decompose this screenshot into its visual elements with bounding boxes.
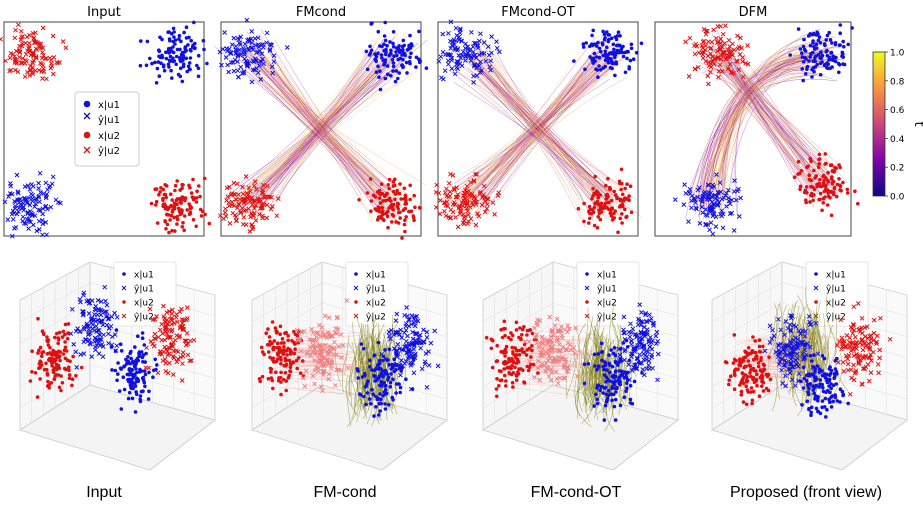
colorbar-label: t bbox=[911, 121, 923, 126]
legend-marker-x-u2 bbox=[83, 131, 91, 139]
panel-title-fmcond: FMcond bbox=[296, 5, 346, 20]
caption-input: Input bbox=[86, 484, 122, 501]
legend-label-3d: ŷ|u2 bbox=[597, 313, 617, 323]
panel-fmcond-2d: FMcond bbox=[213, 5, 429, 240]
legend-label-3d: x|u1 bbox=[366, 271, 386, 281]
legend-marker-y-u2 bbox=[83, 146, 91, 154]
panel-title-dfm: DFM bbox=[739, 5, 768, 20]
legend-label-3d: x|u2 bbox=[826, 299, 846, 309]
legend-label-3d: x|u2 bbox=[134, 299, 154, 309]
panel-title-fmcond-ot: FMcond-OT bbox=[501, 5, 575, 20]
legend-label-3d: ŷ|u1 bbox=[826, 285, 846, 295]
colorbar: 0.0 0.2 0.4 0.6 0.8 1.0 t bbox=[872, 49, 923, 203]
colorbar-tick-label: 0.8 bbox=[890, 77, 905, 87]
legend-label-3d: ŷ|u2 bbox=[134, 313, 154, 323]
panel-proposed-3d: x|u1ŷ|u1x|u2ŷ|u2 bbox=[711, 261, 908, 471]
flow-lines-fmcond-ot bbox=[442, 29, 642, 228]
legend-label-x-u2: x|u2 bbox=[98, 131, 120, 142]
panel-fmcond-ot-2d: FMcond-OT bbox=[433, 5, 644, 237]
legend-label-3d: ŷ|u2 bbox=[366, 313, 386, 323]
legend-label-x-u1: x|u1 bbox=[98, 100, 120, 111]
scatter-points-fmcond-ot bbox=[433, 19, 644, 235]
legend-marker-y-u1 bbox=[83, 112, 91, 120]
legend-label-y-u1: ŷ|u1 bbox=[98, 114, 120, 126]
legend-label-y-u2: ŷ|u2 bbox=[98, 145, 120, 157]
legend-label-3d: x|u1 bbox=[597, 271, 617, 281]
legend-marker-x-u1 bbox=[83, 100, 91, 108]
panel-fm-cond-ot-3d: x|u1 ŷ|u1 x|u2 ŷ|u2 bbox=[482, 261, 679, 471]
legend-label-3d: ŷ|u1 bbox=[134, 285, 154, 295]
legend-2d: x|u1 ŷ|u1 x|u2 ŷ|u2 bbox=[74, 91, 140, 167]
caption-fm-cond-ot: FM-cond-OT bbox=[531, 484, 622, 501]
scatter-points-fmcond bbox=[217, 17, 429, 240]
panel-dfm-2d: DFM bbox=[654, 5, 860, 237]
panel-input-2d: Input x|u1 ŷ|u1 x|u2 ŷ|u2 bbox=[0, 5, 212, 239]
panel-input-3d: x|u1 ŷ|u1 x|u2 ŷ|u2 bbox=[19, 261, 216, 471]
colorbar-tick-label: 0.2 bbox=[890, 164, 904, 174]
colorbar-tick-label: 0.6 bbox=[890, 106, 905, 116]
legend-label-3d: ŷ|u1 bbox=[597, 285, 617, 295]
colorbar-ticks: 0.0 0.2 0.4 0.6 0.8 1.0 bbox=[885, 49, 905, 203]
legend-label-3d: ŷ|u1 bbox=[366, 285, 386, 295]
panel-title-input: Input bbox=[87, 5, 121, 20]
legend-label-3d: x|u1 bbox=[826, 271, 846, 281]
caption-proposed: Proposed (front view) bbox=[730, 484, 882, 501]
caption-fm-cond: FM-cond bbox=[313, 484, 376, 501]
colorbar-tick-label: 0.4 bbox=[890, 135, 905, 145]
legend-label-3d: x|u2 bbox=[366, 299, 386, 309]
colorbar-tick-label: 0.0 bbox=[890, 193, 905, 203]
scatter-points-dfm bbox=[672, 23, 860, 237]
colorbar-tick-label: 1.0 bbox=[890, 49, 905, 59]
scatter-points-input bbox=[0, 20, 212, 239]
legend-label-3d: x|u2 bbox=[597, 299, 617, 309]
legend-label-3d: x|u1 bbox=[134, 271, 154, 281]
flow-lines-dfm bbox=[685, 28, 850, 225]
panel-fm-cond-3d: x|u1 ŷ|u1 x|u2 ŷ|u2 bbox=[251, 261, 448, 471]
